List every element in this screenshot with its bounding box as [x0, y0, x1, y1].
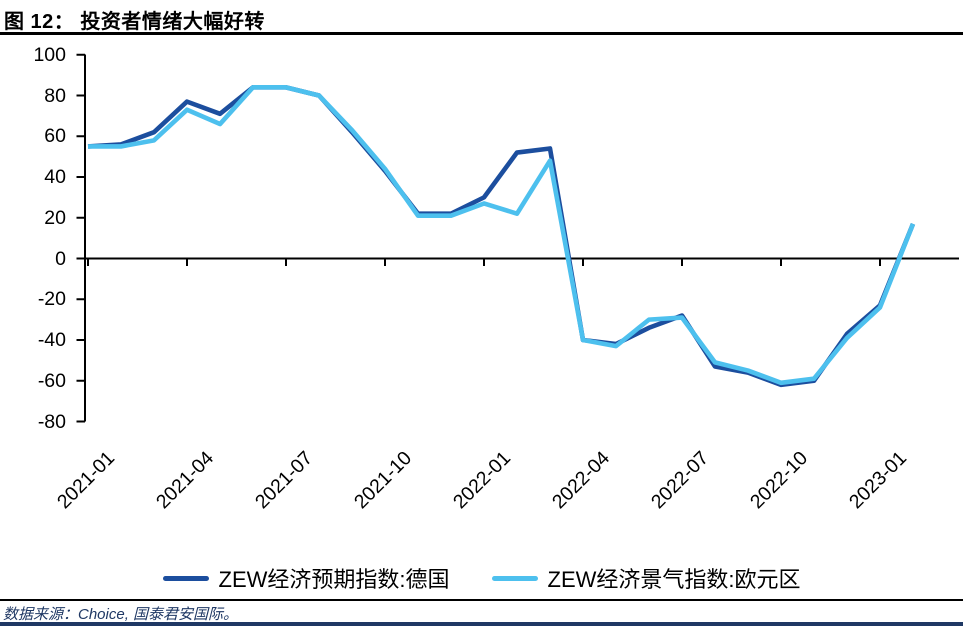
legend-line-swatch-icon [162, 575, 209, 581]
legend-line-swatch-icon [491, 575, 538, 581]
legend-item-0: ZEW经济预期指数:德国 [162, 562, 450, 594]
y-axis-tick-label: -40 [37, 329, 66, 351]
legend-item-1: ZEW经济景气指数:欧元区 [491, 562, 801, 594]
legend-label: ZEW经济景气指数:欧元区 [547, 567, 801, 592]
y-axis-tick-label: 100 [33, 43, 66, 66]
chart-legend: ZEW经济预期指数:德国 ZEW经济景气指数:欧元区 [0, 560, 963, 596]
y-axis-tick-label: -80 [37, 410, 66, 433]
title-divider [0, 32, 963, 35]
y-axis-tick-label: 20 [44, 206, 66, 229]
y-axis-tick-label: -60 [37, 369, 66, 392]
y-axis-tick-label: 40 [44, 166, 66, 188]
bottom-border [0, 622, 963, 626]
series-line-0 [87, 85, 916, 388]
series-line-1 [88, 85, 916, 386]
y-axis-tick-label: 80 [44, 84, 66, 107]
y-axis-tick-label: -20 [37, 288, 66, 311]
y-axis-tick-label: 0 [55, 247, 66, 270]
source-divider [0, 599, 963, 601]
y-axis-tick-label: 60 [44, 125, 66, 148]
figure-title: 图 12： 投资者情绪大幅好转 [4, 11, 265, 33]
source-note: 数据来源：Choice, 国泰君安国际。 [3, 606, 239, 623]
legend-label: ZEW经济预期指数:德国 [218, 567, 450, 592]
